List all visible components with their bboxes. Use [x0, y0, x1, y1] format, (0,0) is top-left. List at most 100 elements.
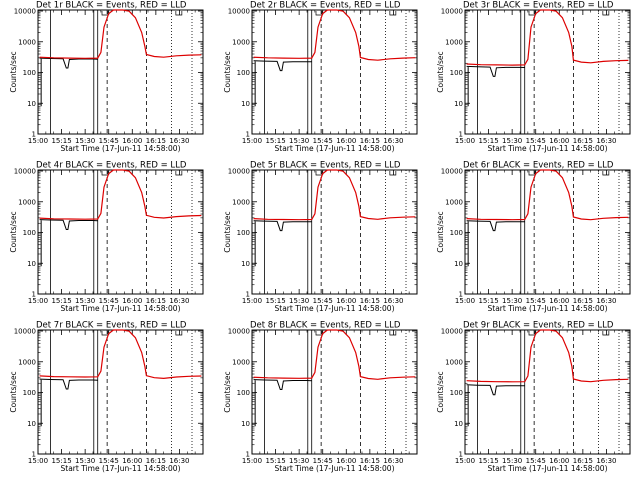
- x-tick-label: 15:30: [289, 297, 309, 305]
- x-tick-label: 16:00: [122, 457, 142, 465]
- x-tick-label: 16:00: [549, 137, 569, 145]
- y-tick-label: 10: [241, 100, 250, 108]
- plot-frame: [37, 9, 204, 135]
- lld-series-line: [466, 329, 629, 383]
- top-bracket-marker: [389, 11, 397, 16]
- x-tick-label: 15:15: [51, 457, 71, 465]
- y-tick-label: 10000: [14, 168, 36, 176]
- plot-frame: [251, 9, 418, 135]
- x-tick-label: 15:30: [502, 457, 522, 465]
- y-tick-label: 1000: [18, 358, 36, 366]
- y-tick-label: 100: [23, 229, 36, 237]
- y-tick-label: 100: [237, 389, 250, 397]
- x-tick-label: 16:30: [169, 137, 189, 145]
- top-bracket-marker: [315, 11, 323, 16]
- x-tick-label: 16:30: [169, 297, 189, 305]
- y-tick-label: 1: [459, 451, 463, 459]
- events-series-line: [253, 60, 312, 72]
- y-tick-label: 1000: [445, 358, 463, 366]
- panel-7: Det 7r BLACK = Events, RED = LLD 1 10 100 10…: [9, 321, 204, 473]
- lld-series-line: [466, 169, 629, 221]
- events-series-line: [253, 220, 312, 232]
- x-tick-label: 15:00: [242, 297, 262, 305]
- top-bracket-marker: [602, 331, 610, 336]
- top-bracket-marker: [101, 171, 109, 176]
- top-bracket-marker: [602, 171, 610, 176]
- x-tick-label: 16:15: [573, 137, 593, 145]
- plot-frame: [464, 9, 631, 135]
- y-axis-title: Counts/sec: [223, 211, 232, 252]
- x-tick-label: 16:15: [360, 297, 380, 305]
- panel-3: Det 3r BLACK = Events, RED = LLD 1 10 100 10…: [436, 1, 631, 153]
- y-tick-label: 10000: [441, 8, 463, 16]
- top-bracket-marker: [528, 171, 536, 176]
- y-axis-title: Counts/sec: [436, 371, 445, 412]
- x-tick-label: 16:30: [383, 457, 403, 465]
- y-tick-label: 10000: [228, 328, 250, 336]
- panel-title: Det 8r BLACK = Events, RED = LLD: [250, 321, 401, 331]
- y-tick-label: 1: [246, 451, 250, 459]
- y-tick-label: 1000: [445, 198, 463, 206]
- y-axis-title: Counts/sec: [9, 51, 18, 92]
- x-tick-label: 15:15: [265, 297, 285, 305]
- x-axis-title: Start Time (17-Jun-11 14:58:00): [275, 464, 395, 473]
- y-tick-label: 10000: [14, 8, 36, 16]
- y-tick-label: 10: [454, 260, 463, 268]
- x-tick-label: 15:00: [455, 137, 475, 145]
- x-tick-label: 16:00: [336, 297, 356, 305]
- x-tick-label: 16:15: [146, 137, 166, 145]
- x-axis-title: Start Time (17-Jun-11 14:58:00): [275, 144, 395, 153]
- y-axis-title: Counts/sec: [436, 211, 445, 252]
- panel-title: Det 5r BLACK = Events, RED = LLD: [250, 161, 401, 171]
- x-tick-label: 15:45: [526, 297, 546, 305]
- y-axis-title: Counts/sec: [223, 51, 232, 92]
- top-bracket-marker: [175, 331, 183, 336]
- y-tick-label: 1000: [18, 38, 36, 46]
- x-tick-label: 15:15: [478, 137, 498, 145]
- x-tick-label: 15:30: [75, 297, 95, 305]
- y-tick-label: 1000: [232, 38, 250, 46]
- x-tick-label: 16:30: [596, 457, 616, 465]
- x-tick-label: 16:15: [146, 297, 166, 305]
- y-tick-label: 10000: [228, 168, 250, 176]
- x-tick-label: 15:45: [99, 297, 119, 305]
- x-tick-label: 16:00: [549, 457, 569, 465]
- y-tick-label: 10000: [228, 8, 250, 16]
- y-tick-label: 100: [23, 389, 36, 397]
- x-tick-label: 15:30: [75, 137, 95, 145]
- x-tick-label: 15:45: [313, 457, 333, 465]
- x-axis-title: Start Time (17-Jun-11 14:58:00): [61, 144, 181, 153]
- x-tick-label: 15:00: [242, 137, 262, 145]
- top-bracket-marker: [175, 171, 183, 176]
- panel-1: Det 1r BLACK = Events, RED = LLD 1 10 100 10…: [9, 1, 204, 153]
- x-tick-label: 16:00: [122, 297, 142, 305]
- panel-title: Det 9r BLACK = Events, RED = LLD: [463, 321, 614, 331]
- lld-series-line: [466, 9, 629, 66]
- y-tick-label: 10000: [14, 328, 36, 336]
- x-tick-label: 15:00: [28, 297, 48, 305]
- y-tick-label: 1: [32, 291, 36, 299]
- events-series-line: [466, 220, 525, 232]
- x-tick-label: 15:00: [242, 457, 262, 465]
- y-tick-label: 10: [241, 260, 250, 268]
- top-bracket-marker: [315, 331, 323, 336]
- top-bracket-marker: [528, 331, 536, 336]
- panel-9: Det 9r BLACK = Events, RED = LLD 1 10 100 10…: [436, 321, 631, 473]
- x-axis-title: Start Time (17-Jun-11 14:58:00): [488, 464, 608, 473]
- panel-title: Det 6r BLACK = Events, RED = LLD: [463, 161, 614, 171]
- x-tick-label: 15:15: [51, 137, 71, 145]
- y-tick-label: 10: [27, 260, 36, 268]
- top-bracket-marker: [101, 331, 109, 336]
- y-axis-title: Counts/sec: [223, 371, 232, 412]
- x-tick-label: 15:15: [478, 297, 498, 305]
- x-tick-label: 15:00: [28, 457, 48, 465]
- panel-4: Det 4r BLACK = Events, RED = LLD 1 10 100 10…: [9, 161, 204, 313]
- y-tick-label: 10: [454, 100, 463, 108]
- panel-title: Det 4r BLACK = Events, RED = LLD: [36, 161, 187, 171]
- x-tick-label: 16:30: [596, 137, 616, 145]
- y-tick-label: 10: [454, 420, 463, 428]
- panel-5: Det 5r BLACK = Events, RED = LLD 1 10 100 10…: [223, 161, 418, 313]
- y-tick-label: 1000: [232, 358, 250, 366]
- x-tick-label: 15:30: [502, 297, 522, 305]
- x-tick-label: 16:00: [336, 457, 356, 465]
